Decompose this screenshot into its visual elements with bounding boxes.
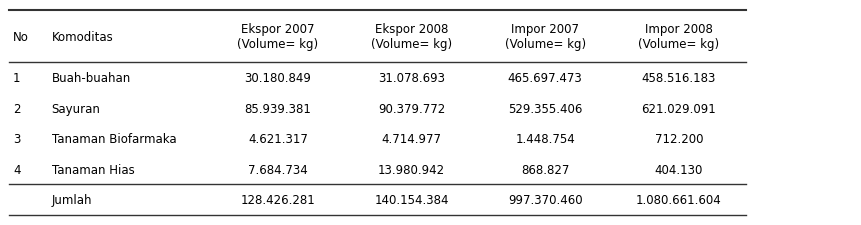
Text: 2: 2 — [13, 102, 21, 115]
Text: 712.200: 712.200 — [653, 133, 703, 145]
Text: Sayuran: Sayuran — [52, 102, 101, 115]
Text: 30.180.849: 30.180.849 — [245, 72, 311, 85]
Text: 465.697.473: 465.697.473 — [507, 72, 582, 85]
Text: Ekspor 2007
(Volume= kg): Ekspor 2007 (Volume= kg) — [237, 23, 319, 51]
Text: 868.827: 868.827 — [520, 163, 569, 176]
Text: 997.370.460: 997.370.460 — [507, 193, 582, 206]
Text: 90.379.772: 90.379.772 — [377, 102, 445, 115]
Text: 7.684.734: 7.684.734 — [248, 163, 307, 176]
Text: Komoditas: Komoditas — [52, 31, 114, 44]
Text: Tanaman Biofarmaka: Tanaman Biofarmaka — [52, 133, 177, 145]
Text: No: No — [13, 31, 28, 44]
Text: 140.154.384: 140.154.384 — [374, 193, 449, 206]
Text: 4: 4 — [13, 163, 21, 176]
Text: 128.426.281: 128.426.281 — [240, 193, 315, 206]
Text: 1.448.754: 1.448.754 — [515, 133, 574, 145]
Text: 529.355.406: 529.355.406 — [507, 102, 582, 115]
Text: Ekspor 2008
(Volume= kg): Ekspor 2008 (Volume= kg) — [370, 23, 452, 51]
Text: Buah-buahan: Buah-buahan — [52, 72, 131, 85]
Text: Impor 2008
(Volume= kg): Impor 2008 (Volume= kg) — [637, 23, 719, 51]
Text: 1: 1 — [13, 72, 21, 85]
Text: 4.714.977: 4.714.977 — [381, 133, 441, 145]
Text: 1.080.661.604: 1.080.661.604 — [635, 193, 721, 206]
Text: 3: 3 — [13, 133, 21, 145]
Text: 85.939.381: 85.939.381 — [245, 102, 311, 115]
Text: Jumlah: Jumlah — [52, 193, 92, 206]
Text: Impor 2007
(Volume= kg): Impor 2007 (Volume= kg) — [504, 23, 585, 51]
Text: 621.029.091: 621.029.091 — [641, 102, 715, 115]
Text: Tanaman Hias: Tanaman Hias — [52, 163, 134, 176]
Text: 31.078.693: 31.078.693 — [378, 72, 444, 85]
Text: 458.516.183: 458.516.183 — [641, 72, 715, 85]
Text: 13.980.942: 13.980.942 — [378, 163, 444, 176]
Text: 404.130: 404.130 — [653, 163, 703, 176]
Text: 4.621.317: 4.621.317 — [248, 133, 307, 145]
